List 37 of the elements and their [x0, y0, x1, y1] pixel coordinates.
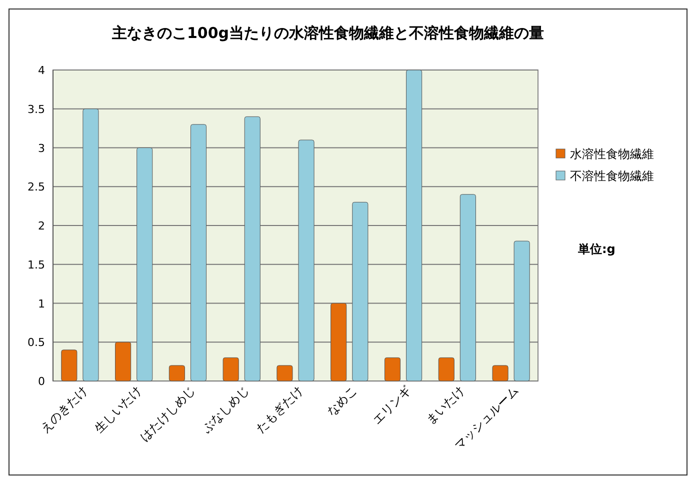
bar	[514, 240, 530, 382]
bar	[190, 124, 207, 382]
bar	[492, 365, 508, 382]
bar	[460, 194, 476, 382]
bar	[82, 108, 99, 382]
bar	[276, 365, 293, 382]
y-tick-label: 0	[38, 375, 45, 388]
y-tick-label: 4	[38, 64, 45, 77]
bar	[384, 357, 401, 382]
x-tick-label: 生しいたけ	[92, 383, 144, 436]
y-tick-label: 3.5	[28, 102, 45, 116]
bar	[115, 342, 132, 382]
bar	[406, 70, 422, 382]
bar	[136, 148, 153, 382]
bar	[244, 116, 260, 382]
y-tick-label: 0.5	[28, 336, 45, 350]
y-tick-label: 2.5	[28, 180, 45, 194]
x-tick-label: なめこ	[324, 383, 360, 419]
y-tick-label: 1.5	[28, 258, 45, 272]
y-tick-label: 3	[38, 142, 45, 155]
text: 単位:g	[577, 242, 616, 256]
x-tick-label: たもぎたけ	[253, 383, 306, 436]
bar	[222, 357, 239, 382]
x-tick-label: エリンギ	[370, 383, 414, 428]
bar	[438, 357, 454, 382]
bar	[298, 140, 314, 382]
bar	[168, 365, 185, 382]
y-tick-label: 2	[38, 220, 45, 232]
bar	[61, 350, 78, 382]
y-tick-label: 1	[38, 297, 45, 310]
x-tick-label: まいたけ	[423, 383, 468, 428]
bar	[330, 303, 347, 382]
legend-label: 不溶性食物繊維	[570, 169, 654, 183]
legend-label: 水溶性食物繊維	[570, 147, 654, 161]
x-tick-label: ぶなしめじ	[199, 383, 252, 436]
chart-title: 主なきのこ100g当たりの水溶性食物繊維と不溶性食物繊維の量	[110, 24, 544, 42]
bar	[352, 202, 368, 382]
